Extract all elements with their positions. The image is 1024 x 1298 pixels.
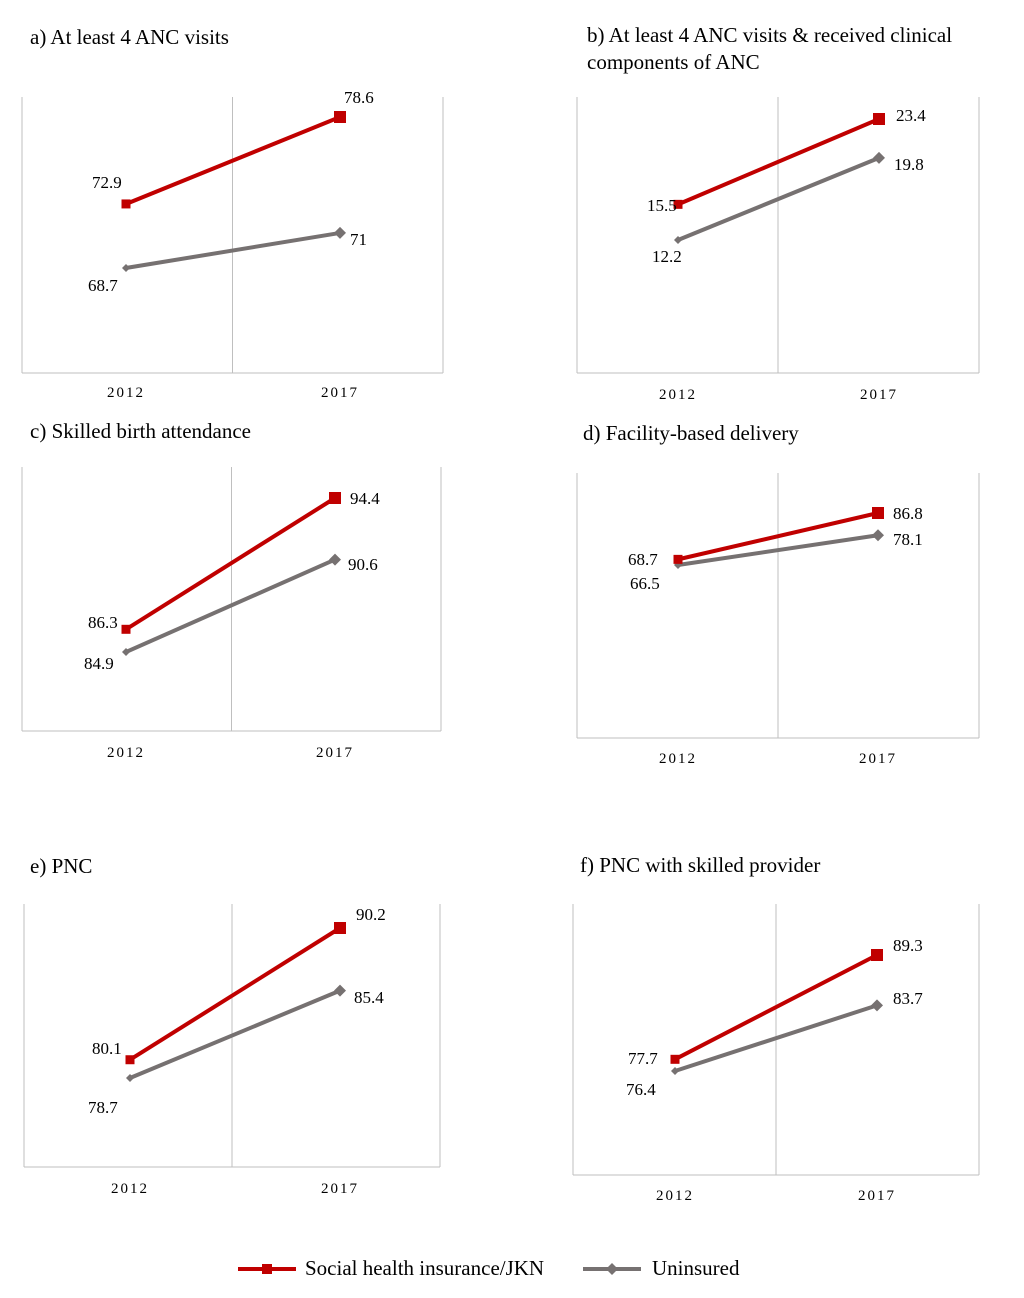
insured-data-label: 68.7 — [628, 550, 658, 569]
uninsured-point — [872, 529, 884, 542]
uninsured-point — [334, 984, 346, 997]
insured-point — [334, 111, 346, 123]
uninsured-data-label: 12.2 — [652, 247, 682, 266]
chart-panel-a: a) At least 4 ANC visits 2012 2017 68.7 71 72… — [21, 25, 444, 401]
uninsured-data-label: 66.5 — [630, 574, 660, 593]
uninsured-data-label: 84.9 — [84, 654, 114, 673]
legend-insured-marker — [262, 1264, 272, 1274]
insured-data-label: 80.1 — [92, 1039, 122, 1058]
insured-point — [673, 554, 683, 564]
x-tick-label: 2012 — [656, 1188, 694, 1204]
uninsured-point — [122, 648, 130, 656]
uninsured-point — [674, 236, 682, 244]
insured-data-label: 15.5 — [647, 196, 677, 215]
uninsured-point — [873, 151, 885, 164]
chart-panel-d: d) Facility-based delivery 2012 2017 66.5 78… — [576, 421, 980, 767]
insured-point — [334, 922, 346, 934]
uninsured-data-label: 78.7 — [88, 1098, 118, 1117]
chart-title: c) Skilled birth attendance — [30, 419, 251, 443]
insured-data-label: 86.8 — [893, 504, 923, 523]
uninsured-series-line — [677, 533, 879, 567]
uninsured-series-line — [677, 156, 880, 242]
legend-uninsured-marker — [606, 1263, 618, 1275]
insured-point — [871, 949, 883, 961]
uninsured-data-label: 71 — [350, 230, 367, 249]
x-tick-label: 2017 — [860, 387, 898, 403]
chart-title: a) At least 4 ANC visits — [30, 25, 229, 49]
x-tick-label: 2017 — [316, 745, 354, 761]
insured-data-label: 77.7 — [628, 1049, 658, 1068]
uninsured-data-label: 19.8 — [894, 155, 924, 174]
uninsured-point — [671, 1067, 679, 1075]
insured-point — [872, 507, 884, 519]
insured-data-label: 94.4 — [350, 489, 380, 508]
insured-data-label: 89.3 — [893, 936, 923, 955]
x-tick-label: 2017 — [321, 1181, 359, 1197]
insured-data-label: 23.4 — [896, 106, 926, 125]
x-tick-label: 2012 — [659, 751, 697, 767]
legend-uninsured-label: Uninsured — [652, 1256, 740, 1280]
chart-panel-b: b) At least 4 ANC visits & received clin… — [576, 23, 980, 403]
insured-data-label: 86.3 — [88, 613, 118, 632]
uninsured-series-line — [129, 988, 341, 1080]
insured-data-label: 78.6 — [344, 88, 374, 107]
uninsured-point — [122, 264, 130, 272]
insured-point — [121, 199, 131, 209]
uninsured-data-label: 90.6 — [348, 555, 378, 574]
chart-title: components of ANC — [587, 50, 760, 74]
chart-title: f) PNC with skilled provider — [580, 853, 820, 877]
uninsured-point — [329, 553, 341, 566]
insured-series-line — [124, 496, 337, 631]
chart-title: e) PNC — [30, 854, 92, 878]
uninsured-series-line — [674, 1003, 878, 1073]
insured-data-label: 90.2 — [356, 905, 386, 924]
legend: Social health insurance/JKN Uninsured — [238, 1256, 740, 1280]
x-tick-label: 2012 — [659, 387, 697, 403]
x-tick-label: 2017 — [321, 385, 359, 401]
uninsured-data-label: 85.4 — [354, 988, 384, 1007]
legend-insured-label: Social health insurance/JKN — [305, 1256, 544, 1280]
uninsured-data-label: 76.4 — [626, 1080, 656, 1099]
chart-panel-f: f) PNC with skilled provider 2012 2017 76.4… — [572, 853, 980, 1204]
insured-point — [670, 1054, 680, 1064]
uninsured-point — [334, 226, 346, 239]
insured-point — [329, 492, 341, 504]
insured-series-line — [677, 511, 879, 562]
insured-series-line — [125, 115, 341, 206]
chart-panel-c: c) Skilled birth attendance 2012 2017 84.9 9… — [21, 419, 442, 761]
chart-panel-e: e) PNC 2012 2017 78.7 85.4 80.1 90.2 — [23, 854, 441, 1197]
uninsured-point — [126, 1074, 134, 1082]
uninsured-data-label: 68.7 — [88, 276, 118, 295]
x-tick-label: 2017 — [859, 751, 897, 767]
uninsured-data-label: 83.7 — [893, 989, 923, 1008]
uninsured-series-line — [125, 230, 341, 270]
insured-series-line — [128, 926, 342, 1062]
x-tick-label: 2012 — [107, 385, 145, 401]
insured-point — [873, 113, 885, 125]
x-tick-label: 2012 — [107, 745, 145, 761]
insured-series-line — [677, 117, 880, 207]
insured-data-label: 72.9 — [92, 173, 122, 192]
uninsured-series-line — [125, 557, 336, 654]
uninsured-data-label: 78.1 — [893, 530, 923, 549]
insured-point — [125, 1055, 135, 1065]
x-tick-label: 2017 — [858, 1188, 896, 1204]
uninsured-point — [871, 999, 883, 1012]
x-tick-label: 2012 — [111, 1181, 149, 1197]
chart-title: b) At least 4 ANC visits & received clin… — [587, 23, 952, 47]
insured-point — [121, 624, 131, 634]
chart-title: d) Facility-based delivery — [583, 421, 799, 445]
insured-series-line — [674, 953, 878, 1062]
insured-point — [673, 199, 683, 209]
